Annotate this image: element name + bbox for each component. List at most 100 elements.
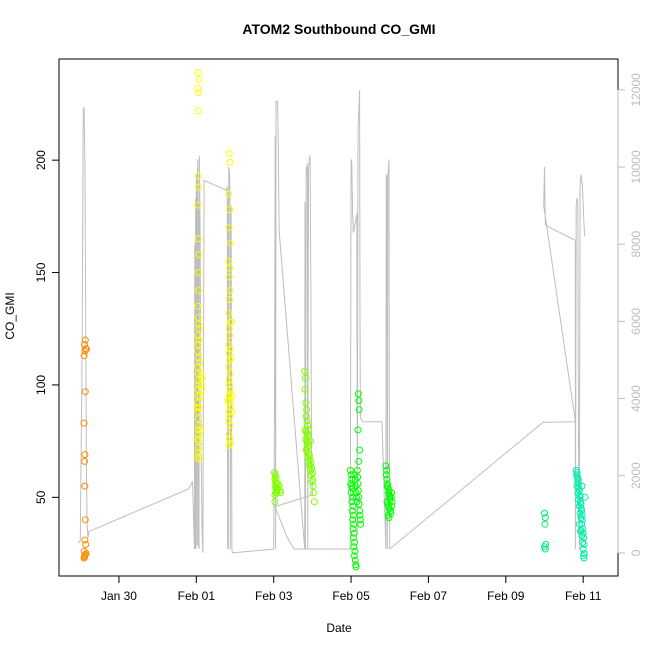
data-point xyxy=(272,489,280,497)
data-point xyxy=(354,480,362,488)
data-point xyxy=(576,509,584,517)
data-point xyxy=(226,287,234,294)
data-point xyxy=(80,419,88,427)
data-point xyxy=(197,381,205,389)
data-point xyxy=(195,421,203,429)
data-point xyxy=(226,296,234,303)
x-tick-label: Jan 30 xyxy=(101,589,137,603)
data-point xyxy=(354,473,362,481)
data-point xyxy=(349,516,357,524)
data-point xyxy=(194,347,201,355)
data-point xyxy=(577,527,584,535)
data-point xyxy=(541,520,549,528)
x-tick-label: Feb 03 xyxy=(255,589,293,603)
data-point xyxy=(225,408,233,416)
data-point xyxy=(195,251,203,259)
data-point xyxy=(81,536,89,544)
data-point xyxy=(194,370,202,378)
x-tick-label: Feb 09 xyxy=(487,589,525,603)
data-point xyxy=(225,376,233,384)
data-point xyxy=(307,437,314,445)
data-point xyxy=(303,448,311,456)
data-point xyxy=(228,408,236,416)
data-point xyxy=(578,520,586,528)
data-point xyxy=(301,374,309,382)
data-point xyxy=(225,430,233,438)
data-point xyxy=(352,563,360,571)
data-point xyxy=(225,341,233,348)
data-point xyxy=(194,437,202,445)
data-point xyxy=(385,514,393,522)
data-point xyxy=(581,493,589,501)
data-point xyxy=(81,341,88,348)
data-point xyxy=(198,374,206,382)
data-point xyxy=(198,385,206,393)
data-point xyxy=(351,538,359,546)
y-tick-label: 150 xyxy=(34,262,48,282)
data-point xyxy=(355,406,363,414)
data-point xyxy=(194,172,202,180)
data-point xyxy=(194,269,202,276)
data-point xyxy=(346,466,354,474)
data-point xyxy=(277,489,285,497)
data-point xyxy=(355,457,363,465)
data-point xyxy=(349,525,357,533)
y-axis-left: 50 100 150 200 xyxy=(34,150,60,504)
data-point xyxy=(225,442,233,450)
data-point xyxy=(356,511,364,519)
y-axis-label: CO_GMI xyxy=(3,292,17,339)
data-point xyxy=(225,224,233,232)
data-point xyxy=(81,336,89,344)
data-point xyxy=(81,457,88,465)
data-point xyxy=(307,471,315,479)
data-point xyxy=(357,520,365,528)
data-point xyxy=(302,412,310,420)
data-point xyxy=(348,498,356,506)
y-tick-label: 50 xyxy=(34,490,48,504)
x-axis: Jan 30 Feb 01 Feb 03 Feb 05 Feb 07 Feb 09 Feb … xyxy=(101,575,602,603)
data-point xyxy=(225,417,233,425)
scatter-points-layer xyxy=(80,69,589,571)
data-point xyxy=(194,392,202,400)
data-point xyxy=(194,385,202,393)
data-point xyxy=(347,489,355,497)
data-point xyxy=(307,466,314,474)
data-point xyxy=(355,493,363,501)
data-point xyxy=(195,287,203,294)
data-point xyxy=(226,345,234,353)
data-point xyxy=(388,489,396,497)
data-point xyxy=(228,318,235,326)
data-point xyxy=(353,466,361,474)
data-point xyxy=(228,392,236,400)
series-3 xyxy=(346,390,396,571)
data-point xyxy=(226,264,234,272)
data-point xyxy=(351,556,359,564)
data-point xyxy=(81,482,89,490)
data-point xyxy=(227,354,235,362)
data-point xyxy=(303,417,311,425)
data-point xyxy=(350,529,358,537)
data-point xyxy=(580,534,588,542)
data-point xyxy=(195,336,203,344)
data-point xyxy=(197,370,205,378)
data-point xyxy=(353,493,360,501)
data-point xyxy=(301,367,309,375)
data-point xyxy=(225,257,233,265)
data-point xyxy=(350,520,358,528)
chart-title: ATOM2 Southbound CO_GMI xyxy=(242,21,435,37)
data-point xyxy=(193,403,201,411)
data-point xyxy=(194,69,202,76)
data-point xyxy=(383,466,391,474)
y2-tick-label: 12000 xyxy=(629,73,643,107)
data-point xyxy=(80,547,88,555)
data-point xyxy=(194,426,202,434)
data-point xyxy=(355,397,363,405)
data-point xyxy=(194,341,202,348)
data-point xyxy=(194,332,202,339)
data-point xyxy=(388,502,396,510)
data-point xyxy=(350,543,358,551)
y2-tick-label: 4000 xyxy=(629,385,643,412)
data-point xyxy=(354,390,362,398)
data-point xyxy=(195,444,203,452)
